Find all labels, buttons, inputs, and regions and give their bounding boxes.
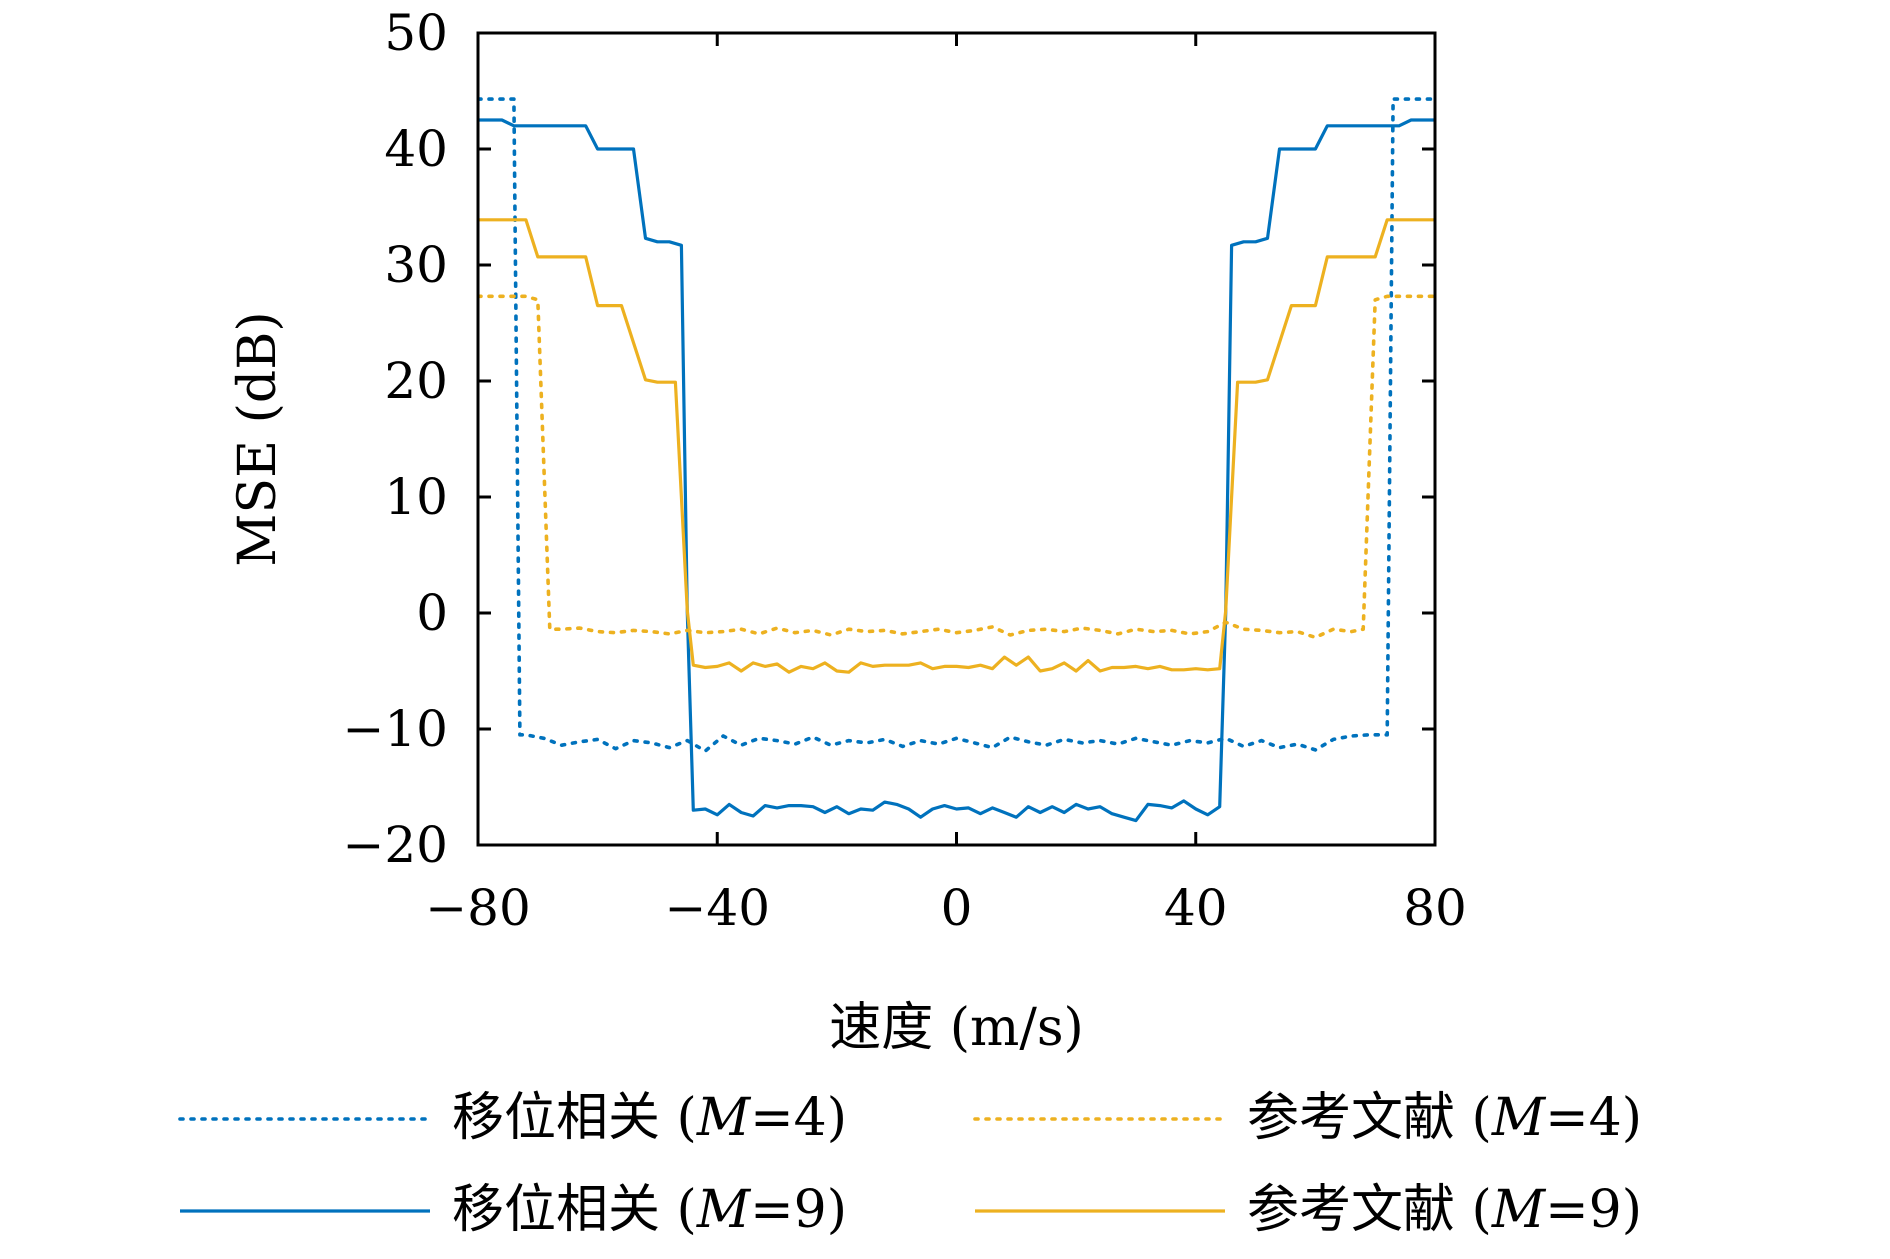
series-line-2 <box>478 118 1435 823</box>
y-tick-label: 0 <box>416 584 448 642</box>
y-tick-label: 50 <box>384 4 448 62</box>
plot-frame <box>476 31 1437 847</box>
y-tick-label: 20 <box>384 352 448 410</box>
y-tick-label: 30 <box>384 236 448 294</box>
legend-label-3: 参考文献 (M=4) <box>1247 1088 1642 1148</box>
series-line-1 <box>478 97 1435 753</box>
series-line-3 <box>478 294 1435 640</box>
x-tick-label: −40 <box>664 879 770 937</box>
y-tick-label: −20 <box>342 816 448 874</box>
x-tick-label: −80 <box>425 879 531 937</box>
x-tick-label: 40 <box>1164 879 1228 937</box>
legend-label-1: 移位相关 (M=4) <box>452 1088 847 1148</box>
y-tick-label: 40 <box>384 120 448 178</box>
legend-label-2: 移位相关 (M=9) <box>452 1180 847 1240</box>
series-line-4 <box>478 218 1435 674</box>
y-tick-label: 10 <box>384 468 448 526</box>
y-tick-label: −10 <box>342 700 448 758</box>
x-axis-label: 速度 (m/s) <box>829 998 1084 1058</box>
tick-layer: −80 −40 0 40 80 −20 −10 0 10 20 30 40 50 <box>342 4 1466 937</box>
legend: 移位相关 (M=4) 移位相关 (M=9) 参考文献 (M=4) 参考文献 (M=9) <box>178 1088 1642 1240</box>
series-layer <box>478 97 1435 823</box>
x-tick-label: 0 <box>941 879 973 937</box>
x-tick-label: 80 <box>1403 879 1467 937</box>
y-axis-label: MSE (dB) <box>228 311 288 566</box>
legend-label-4: 参考文献 (M=9) <box>1247 1180 1642 1240</box>
